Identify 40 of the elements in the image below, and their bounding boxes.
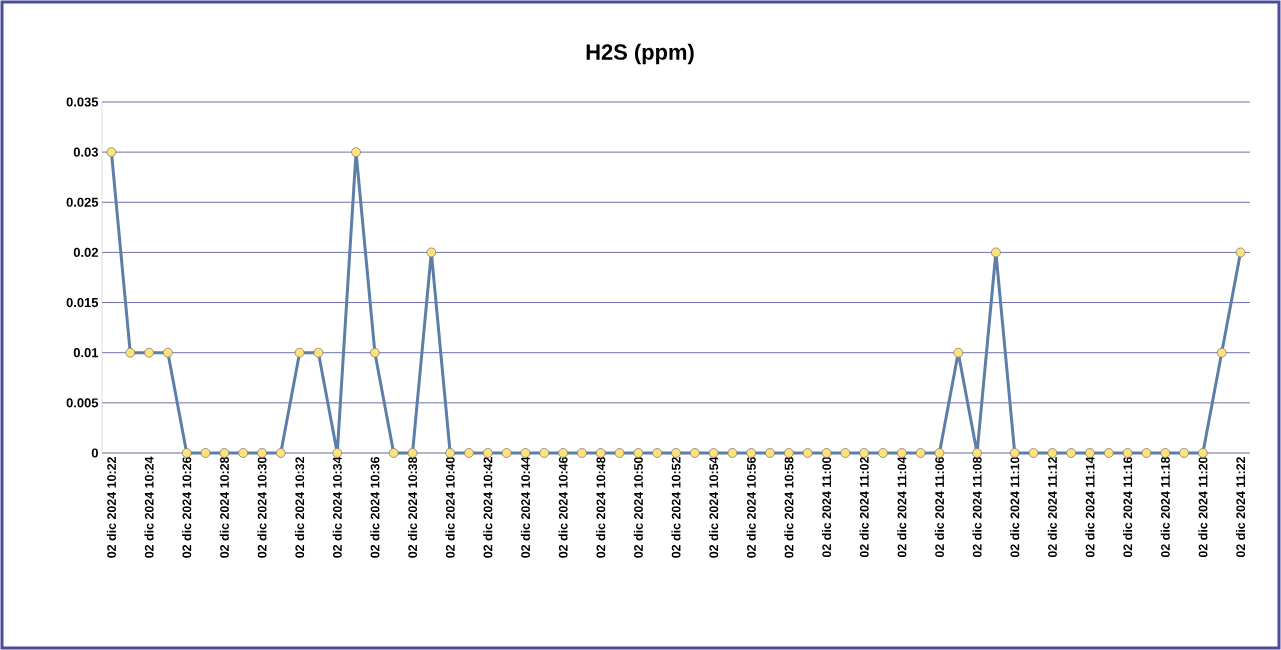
x-tick-label: 02 dic 2024 11:14 [1085,456,1095,558]
y-tick-label: 0.035 [66,97,99,107]
x-tick-label: 02 dic 2024 10:56 [746,456,756,558]
x-tick-label: 02 dic 2024 11:00 [821,457,832,558]
x-tick-label: 02 dic 2024 10:38 [407,456,418,558]
x-tick-label: 02 dic 2024 10:24 [144,456,154,558]
y-tick-label: 0.015 [66,297,99,308]
x-tick-label: 02 dic 2024 10:22 [106,457,116,558]
x-tick-label: 02 dic 2024 10:54 [709,456,719,558]
y-tick-label: 0.01 [73,348,99,358]
x-tick-label: 02 dic 2024 11:06 [934,456,944,558]
x-tick-label: 02 dic 2024 11:12 [1047,457,1057,558]
x-tick-label: 02 dic 2024 11:22 [1235,457,1246,558]
x-tick-label: 02 dic 2024 10:50 [633,457,643,558]
x-tick-label: 02 dic 2024 10:28 [219,456,229,558]
y-tick-label: 0.025 [66,197,99,207]
y-tick-label: 0.005 [66,398,99,408]
x-tick-label: 02 dic 2024 11:16 [1123,456,1133,558]
y-tick-label: 0 [91,448,98,458]
x-tick-label: 02 dic 2024 10:42 [483,457,493,558]
chart-title: H2S (ppm) [586,43,694,65]
x-tick-label: 02 dic 2024 11:02 [859,457,869,558]
x-tick-label: 02 dic 2024 11:10 [1010,457,1020,558]
x-tick-label: 02 dic 2024 10:34 [332,456,342,558]
x-tick-label: 02 dic 2024 10:58 [784,456,794,558]
x-tick-label: 02 dic 2024 10:26 [182,456,192,558]
x-tick-label: 02 dic 2024 10:32 [295,457,305,558]
x-tick-label: 02 dic 2024 10:52 [671,457,681,558]
x-tick-label: 02 dic 2024 10:46 [558,456,568,558]
x-tick-label: 02 dic 2024 11:08 [972,456,982,558]
x-tick-label: 02 dic 2024 10:48 [596,456,606,558]
x-tick-label: 02 dic 2024 10:44 [520,456,530,558]
x-tick-label: 02 dic 2024 10:36 [370,456,380,558]
x-tick-label: 02 dic 2024 11:18 [1160,456,1170,558]
x-tick-label: 02 dic 2024 11:04 [897,456,907,558]
y-tick-label: 0.02 [73,247,98,257]
x-tick-label: 02 dic 2024 11:20 [1198,457,1208,558]
x-tick-label: 02 dic 2024 10:40 [445,457,455,558]
y-tick-label: 0.03 [73,147,99,157]
x-tick-label: 02 dic 2024 10:30 [257,457,267,558]
